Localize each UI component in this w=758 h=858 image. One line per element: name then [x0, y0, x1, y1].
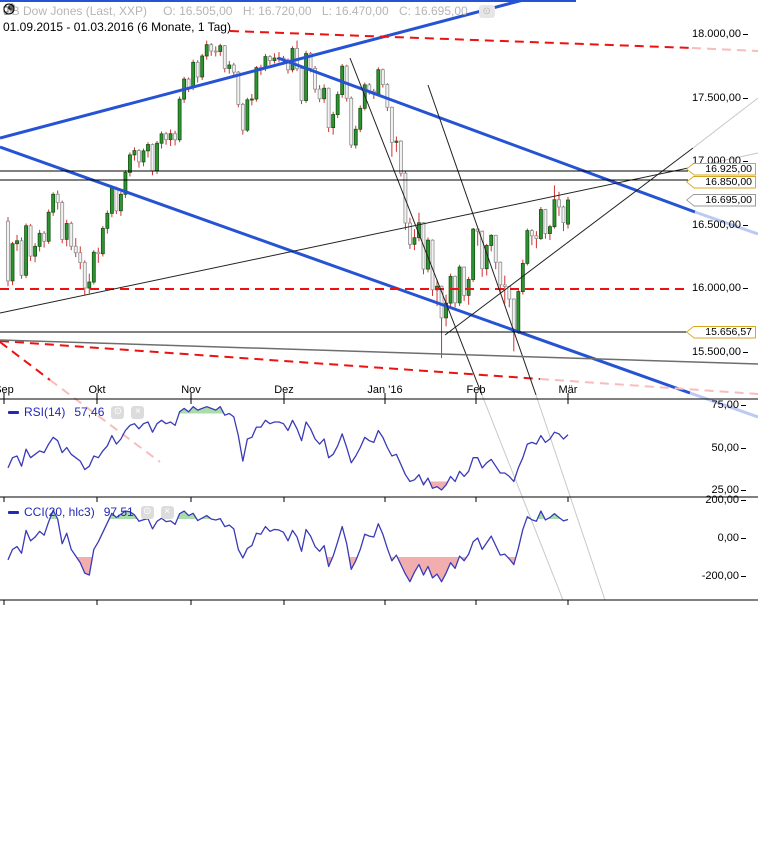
high-label: H: — [242, 4, 255, 18]
x-axis-month-label: Dez — [274, 384, 294, 396]
cci-value: 97,51 — [103, 505, 134, 519]
cci-axis-label: -200,00 — [692, 570, 746, 582]
clock-icon — [3, 3, 15, 15]
cci-name: CCI(20, hlc3) — [24, 505, 95, 519]
x-axis-month-label: Sep — [0, 384, 14, 396]
high-value: 16.720,00 — [258, 4, 312, 18]
rsi-curve-overbought-fill — [8, 406, 568, 414]
chart-header: DB Dow Jones (Last, XXP) O: 16.505,00 H:… — [3, 3, 495, 35]
date-range-label: 01.09.2015 - 01.03.2016 (6 Monate, 1 Tag… — [3, 20, 231, 34]
rising-blue-trendline[interactable] — [0, 0, 524, 140]
cci-curve — [7, 509, 569, 583]
ohlc-values: O: 16.505,00 H: 16.720,00 L: 16.470,00 C… — [156, 4, 468, 18]
trendlines-layer — [0, 0, 758, 601]
x-axis-month-label: Okt — [88, 384, 106, 396]
cci-settings-button[interactable]: ⊙ — [140, 505, 154, 519]
open-label: O: — [163, 4, 176, 18]
red-dashed-shallow[interactable] — [0, 340, 541, 380]
x-axis-month-label: Jan '16 — [367, 384, 403, 396]
rsi-close-button[interactable]: × — [131, 405, 145, 419]
instrument-title: DB Dow Jones (Last, XXP) — [3, 4, 148, 18]
cci-axis-label: 200,00 — [692, 494, 746, 506]
price-axis-label: 17.500,00 — [692, 92, 746, 104]
rsi-curve — [7, 406, 569, 491]
rsi-color-swatch — [8, 410, 19, 414]
rsi-legend: RSI(14) 57,46 ⊙ × — [8, 405, 145, 419]
x-axis-month-label: Nov — [181, 384, 201, 396]
cci-curve-oversold-fill — [8, 557, 568, 582]
price-axis-label: 18.000,00 — [692, 28, 746, 40]
rsi-curve-line — [7, 406, 569, 491]
close-value: 16.695,00 — [414, 4, 468, 18]
steep-black-trendline-2[interactable] — [427, 84, 537, 396]
close-label: C: — [398, 4, 411, 18]
price-tag-1692500[interactable]: 16.925,00 — [686, 162, 756, 176]
rising-black-trendline-b[interactable] — [444, 147, 694, 336]
red-dashed-steep[interactable] — [0, 341, 51, 381]
open-value: 16.505,00 — [179, 4, 233, 18]
low-value: 16.470,00 — [335, 4, 389, 18]
price-axis-label: 16.500,00 — [692, 219, 746, 231]
price-tag-value: 16.695,00 — [687, 194, 755, 206]
low-label: L: — [321, 4, 332, 18]
falling-blue-trendline-short[interactable] — [277, 56, 696, 214]
falling-blue-trendline-long[interactable] — [0, 145, 691, 395]
price-axis-label: 15.500,00 — [692, 346, 746, 358]
snapshot-button[interactable]: ⊙ — [478, 4, 495, 18]
cci-curve-line — [7, 509, 569, 583]
rsi-value: 57,46 — [74, 405, 105, 419]
pane-separators — [0, 393, 758, 605]
price-tag-1669500: 16.695,00 — [686, 193, 756, 207]
steep-black-trendline-1[interactable] — [349, 57, 483, 396]
cci-close-button[interactable]: × — [160, 505, 174, 519]
cci-color-swatch — [8, 510, 19, 514]
x-axis-month-label: Mär — [558, 384, 578, 396]
rsi-name: RSI(14) — [24, 405, 66, 419]
candlestick-series — [6, 40, 570, 359]
x-axis-month-label: Feb — [466, 384, 486, 396]
rsi-curve-oversold-fill — [8, 481, 568, 490]
rsi-settings-button[interactable]: ⊙ — [111, 405, 125, 419]
red-dashed-steep-extension — [49, 379, 161, 463]
price-axis-label: 16.000,00 — [692, 282, 746, 294]
price-tag-value: 16.850,00 — [687, 176, 755, 188]
rising-black-trendline-a[interactable] — [0, 166, 694, 314]
rsi-axis-label: 25,00 — [692, 484, 746, 496]
rising-black-trendline-b-extension — [692, 97, 758, 149]
red-dashed-shallow-extension — [539, 378, 758, 395]
price-tag-1565657[interactable]: 15.656,57 — [686, 325, 756, 339]
rsi-axis-label: 50,00 — [692, 442, 746, 454]
gray-declining-line[interactable] — [0, 339, 758, 365]
red-dashed-resistance[interactable] — [229, 30, 693, 49]
price-tag-value: 15.656,57 — [687, 326, 755, 338]
rsi-axis-label: 75,00 — [692, 399, 746, 411]
cci-legend: CCI(20, hlc3) 97,51 ⊙ × — [8, 505, 174, 519]
price-tag-value: 16.925,00 — [687, 163, 755, 175]
cci-axis-label: 0,00 — [692, 532, 746, 544]
price-tag-1685000[interactable]: 16.850,00 — [686, 175, 756, 189]
red-dashed-resistance-extension — [691, 47, 758, 52]
